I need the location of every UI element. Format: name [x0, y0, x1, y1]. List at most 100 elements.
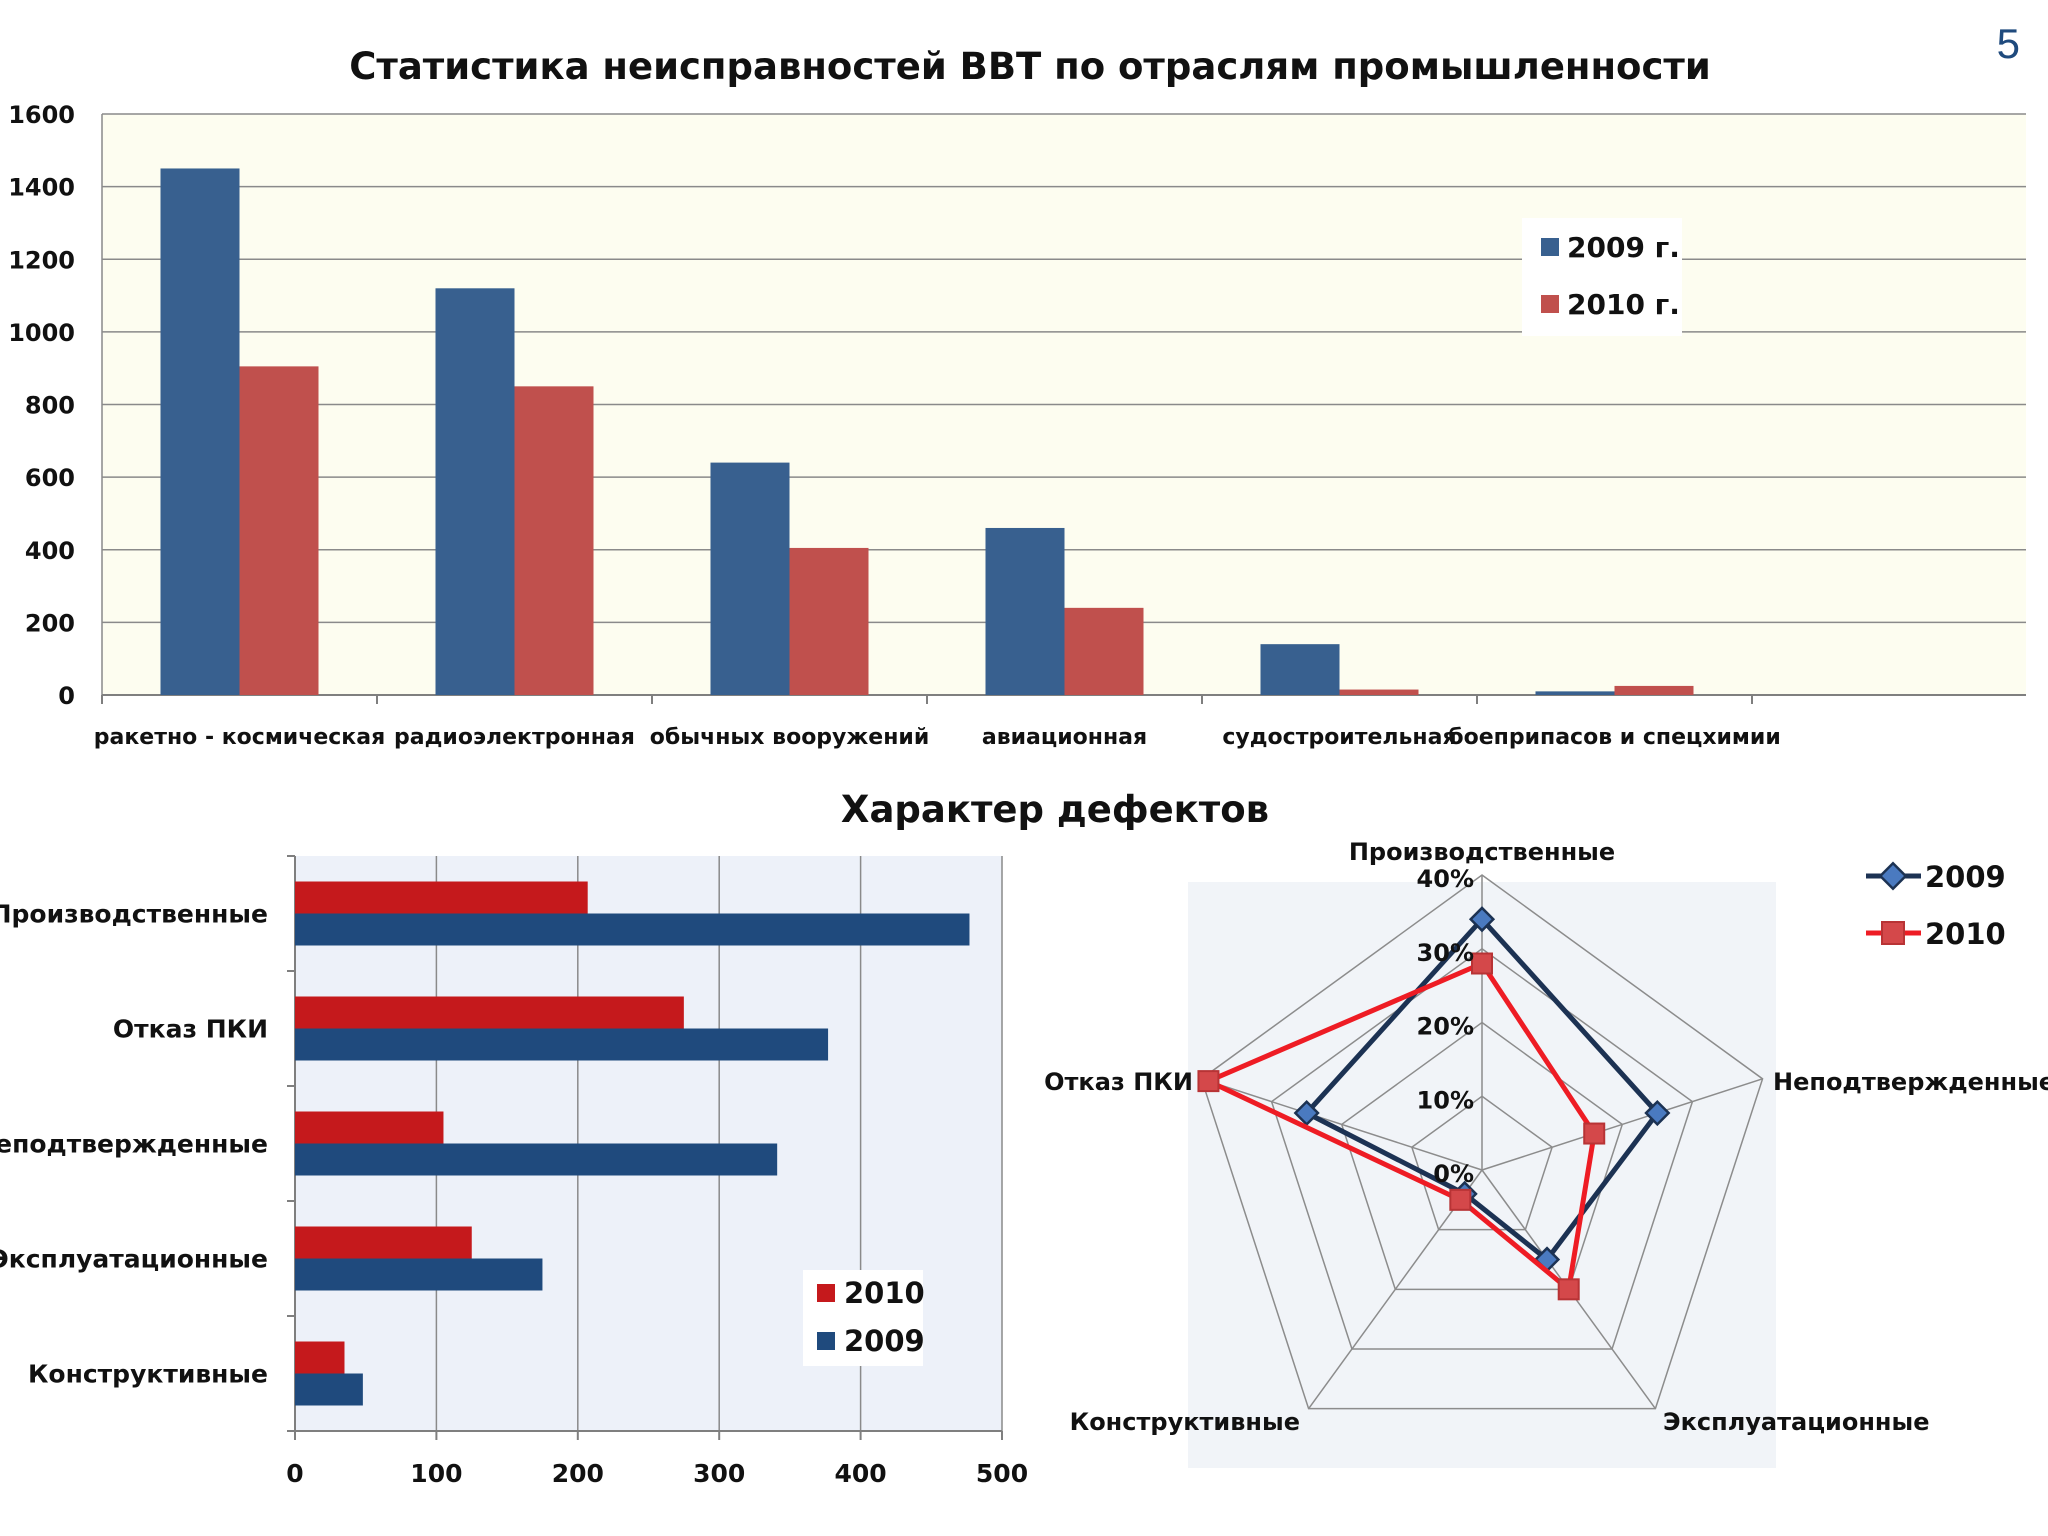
- bar-2009: [295, 913, 970, 946]
- radar-category-labels: Производственные Неподтвержденные Эксплуат…: [1044, 838, 2048, 1436]
- legend-swatch-2010: [1541, 295, 1559, 313]
- x-tick-label: 100: [410, 1459, 462, 1488]
- x-tick-label: 300: [693, 1459, 745, 1488]
- legend-label-2010: 2010: [844, 1276, 925, 1310]
- radar-point-2009: [1644, 1099, 1671, 1127]
- defects-radar-chart: 0% 10% 20% 30% 40% Производственные Неподтвер…: [1044, 838, 2048, 1468]
- x-tick-label: судостроительная: [1222, 725, 1456, 750]
- r-tick-label: 0%: [1433, 1160, 1474, 1188]
- x-tick-label: 400: [835, 1459, 887, 1488]
- bar-2010: [789, 547, 869, 695]
- x-tick-label: 0: [286, 1459, 303, 1488]
- bar-2010: [295, 1226, 472, 1259]
- bar-2010: [295, 881, 588, 914]
- x-tick-label: 200: [552, 1459, 604, 1488]
- r-tick-label: 40%: [1417, 865, 1474, 893]
- bar-2009: [435, 288, 515, 695]
- legend-swatch-2010: [817, 1284, 835, 1302]
- bar-2010: [295, 1111, 444, 1144]
- radar-legend: 2009 2010: [1866, 860, 2006, 951]
- defects-bars: [295, 881, 970, 1406]
- legend-label-2009: 2009: [844, 1324, 925, 1358]
- radar-point-2010: [1557, 1278, 1580, 1301]
- bar-2009: [160, 168, 240, 695]
- defects-title: Характер дефектов: [841, 788, 1269, 831]
- bar-2010: [239, 366, 319, 695]
- radar-point-2010: [1197, 1070, 1220, 1093]
- x-tick-label: радиоэлектронная: [394, 725, 635, 750]
- radar-category-label: Отказ ПКИ: [1044, 1068, 1193, 1096]
- industry-x-tick-labels: ракетно - космическая радиоэлектронная обы…: [94, 725, 1781, 750]
- legend-label-2010: 2010 г.: [1567, 288, 1680, 321]
- industry-legend-box: [1522, 218, 1682, 336]
- x-tick-label: обычных вооружений: [650, 725, 930, 750]
- legend-label-2010: 2010: [1925, 917, 2006, 951]
- radar-ring: [1200, 874, 1764, 1410]
- bar-2009: [1535, 691, 1615, 695]
- y-tick-label: 1200: [8, 246, 75, 274]
- radar-spoke: [1201, 1078, 1483, 1171]
- bar-2009: [710, 462, 790, 695]
- industry-chart: Статистика неисправностей ВВТ по отрасля…: [8, 45, 2026, 750]
- radar-point-2010: [1471, 952, 1493, 975]
- x-tick-label: ракетно - космическая: [94, 725, 385, 750]
- category-label: Эксплуатационные: [0, 1245, 268, 1274]
- x-tick-label: авиационная: [982, 725, 1147, 750]
- radar-category-label: Производственные: [1349, 838, 1615, 866]
- bar-2009: [295, 1143, 778, 1176]
- radar-r-tick-labels: 0% 10% 20% 30% 40%: [1417, 865, 1474, 1188]
- y-tick-label: 200: [25, 609, 75, 637]
- category-label: Конструктивные: [28, 1360, 268, 1389]
- y-tick-label: 800: [25, 392, 75, 420]
- bar-2010: [1614, 685, 1694, 695]
- legend-marker-2009: [1878, 861, 1908, 891]
- bar-2009: [985, 527, 1065, 695]
- legend-swatch-2009: [1541, 238, 1559, 256]
- bar-2010: [295, 1341, 345, 1374]
- y-tick-label: 0: [58, 682, 75, 710]
- radar-spoke: [1481, 1078, 1763, 1171]
- page-number: 5: [1997, 20, 2020, 67]
- radar-line-2009: [1304, 916, 1660, 1262]
- defects-x-tick-labels: 0 100 200 300 400 500: [286, 1459, 1028, 1488]
- r-tick-label: 30%: [1417, 939, 1474, 967]
- industry-bars: [160, 168, 1694, 695]
- bar-2009: [295, 1373, 363, 1406]
- r-tick-label: 10%: [1417, 1086, 1474, 1114]
- defects-category-labels: Производственные Отказ ПКИ Неподтвержденны…: [0, 900, 268, 1389]
- bar-2010: [1064, 607, 1144, 695]
- category-label: Производственные: [0, 900, 268, 929]
- industry-y-tick-labels: 0 200 400 600 800 1000 1200 1400 1600: [8, 101, 75, 710]
- radar-category-label: Конструктивные: [1070, 1408, 1300, 1436]
- defects-legend: 2010 2009: [803, 1270, 925, 1366]
- bar-2009: [295, 1028, 829, 1061]
- radar-point-2009: [1468, 906, 1496, 933]
- radar-ring: [1410, 1095, 1554, 1231]
- radar-ring: [1340, 1021, 1624, 1291]
- defects-bar-chart: Производственные Отказ ПКИ Неподтвержденны…: [0, 855, 1028, 1488]
- bar-2009: [295, 1258, 543, 1291]
- y-tick-label: 1600: [8, 101, 75, 129]
- bar-2009: [1260, 644, 1340, 695]
- legend-label-2009: 2009 г.: [1567, 231, 1680, 264]
- radar-ring: [1270, 947, 1694, 1350]
- x-tick-label: 500: [976, 1459, 1028, 1488]
- category-label: Отказ ПКИ: [113, 1015, 268, 1044]
- industry-chart-title: Статистика неисправностей ВВТ по отрасля…: [349, 45, 1711, 88]
- radar-line-2010: [1205, 961, 1597, 1292]
- y-tick-label: 1400: [8, 174, 75, 202]
- radar-category-label: Неподтвержденные: [1773, 1068, 2048, 1096]
- legend-swatch-2009: [817, 1332, 835, 1350]
- radar-point-2010: [1449, 1188, 1472, 1211]
- radar-category-label: Эксплуатационные: [1663, 1408, 1929, 1436]
- category-label: Неподтвержденные: [0, 1130, 268, 1159]
- y-tick-label: 1000: [8, 319, 75, 347]
- industry-legend: 2009 г. 2010 г.: [1522, 218, 1682, 336]
- y-tick-label: 400: [25, 537, 75, 565]
- radar-series: [1197, 906, 1671, 1301]
- radar-point-2010: [1583, 1122, 1606, 1145]
- legend-marker-2010: [1881, 921, 1905, 945]
- radar-point-2009: [1293, 1099, 1320, 1127]
- r-tick-label: 20%: [1417, 1013, 1474, 1041]
